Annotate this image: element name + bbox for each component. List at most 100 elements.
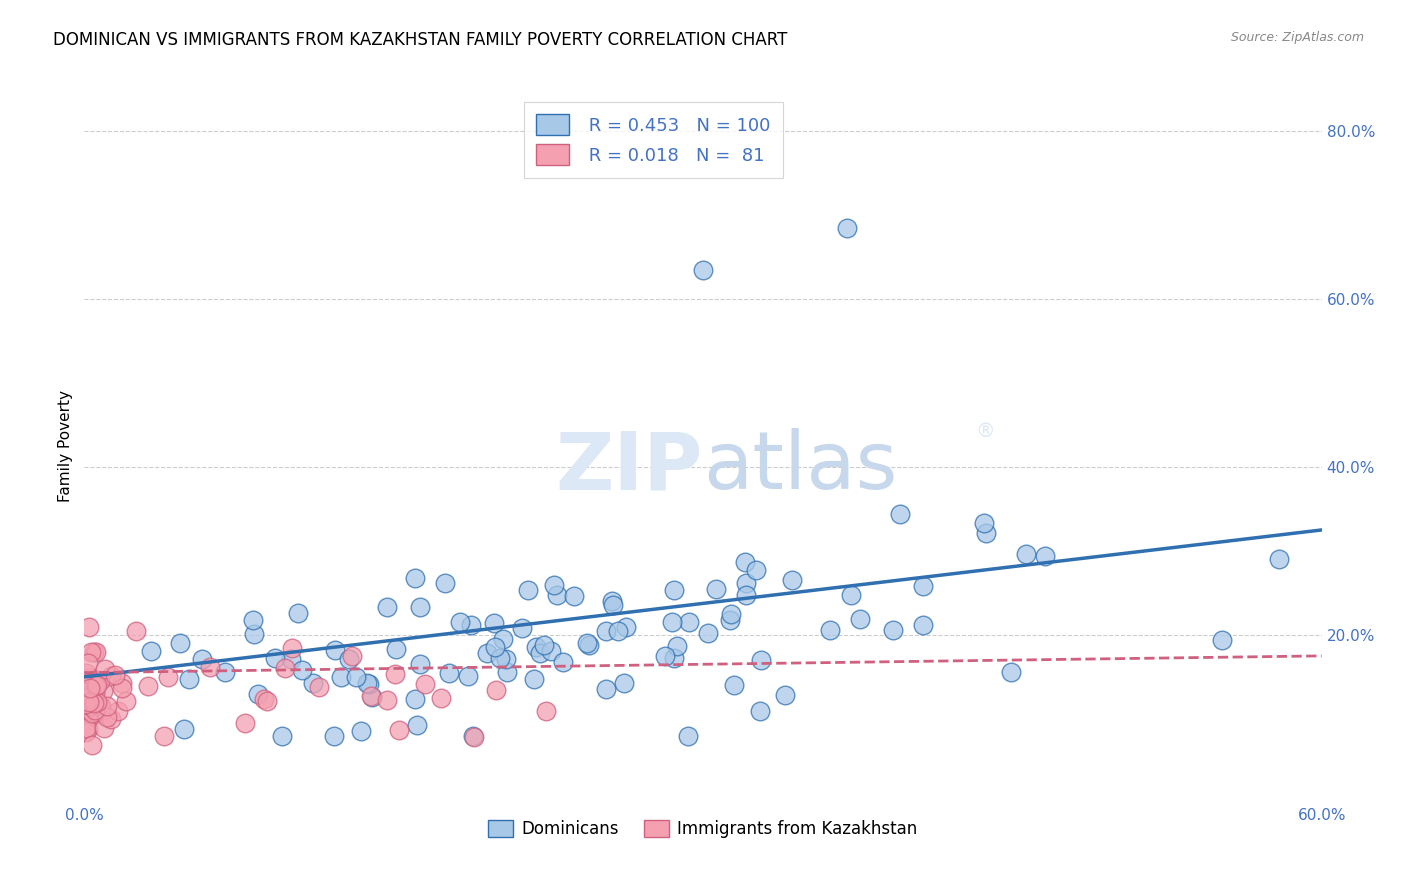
Point: [433, 575, 456, 590]
Point: [344, 670, 367, 684]
Point: [141, 644, 163, 658]
Point: [820, 623, 842, 637]
Point: [76, 704, 98, 718]
Point: [360, 689, 382, 703]
Point: [602, 598, 624, 612]
Point: [90, 706, 112, 720]
Point: [242, 613, 264, 627]
Point: [735, 576, 758, 591]
Point: [551, 655, 574, 669]
Point: [463, 730, 485, 744]
Point: [696, 626, 718, 640]
Point: [678, 729, 700, 743]
Point: [253, 692, 276, 706]
Point: [80, 706, 103, 720]
Text: Source: ZipAtlas.com: Source: ZipAtlas.com: [1230, 31, 1364, 45]
Point: [340, 649, 363, 664]
Point: [83, 645, 105, 659]
Point: [77, 690, 100, 704]
Point: [76, 691, 98, 706]
Point: [460, 618, 482, 632]
Point: [94, 662, 117, 676]
Point: [169, 636, 191, 650]
Point: [533, 638, 555, 652]
Point: [76, 703, 98, 717]
Point: [235, 716, 257, 731]
Point: [595, 681, 617, 696]
Point: [157, 670, 180, 684]
Point: [575, 635, 598, 649]
Point: [409, 599, 432, 614]
Point: [90, 698, 112, 713]
Point: [76, 700, 98, 714]
Point: [91, 684, 114, 698]
Point: [718, 613, 741, 627]
Point: [534, 704, 557, 718]
Point: [449, 615, 471, 629]
Point: [484, 682, 506, 697]
Point: [84, 707, 107, 722]
Point: [706, 582, 728, 596]
Point: [302, 675, 325, 690]
Point: [77, 681, 100, 696]
Point: [773, 688, 796, 702]
Point: [96, 710, 118, 724]
Point: [564, 589, 586, 603]
Point: [540, 644, 562, 658]
Point: [111, 676, 134, 690]
Point: [173, 722, 195, 736]
Point: [661, 615, 683, 630]
Point: [461, 729, 484, 743]
Point: [523, 673, 546, 687]
Point: [83, 696, 105, 710]
Point: [76, 721, 98, 735]
Point: [273, 661, 295, 675]
Point: [90, 700, 112, 714]
Point: [75, 688, 97, 702]
Point: [264, 650, 287, 665]
Text: ®: ®: [976, 422, 995, 442]
Point: [76, 681, 98, 695]
Point: [492, 632, 515, 646]
Point: [510, 621, 533, 635]
Point: [84, 673, 107, 688]
Point: [482, 615, 505, 630]
Point: [524, 640, 547, 654]
Point: [323, 643, 346, 657]
Point: [243, 627, 266, 641]
Point: [287, 606, 309, 620]
Point: [110, 681, 132, 695]
Legend: Dominicans, Immigrants from Kazakhstan: Dominicans, Immigrants from Kazakhstan: [482, 813, 924, 845]
Point: [86, 678, 108, 692]
Point: [83, 679, 105, 693]
Point: [405, 718, 427, 732]
Point: [153, 729, 176, 743]
Point: [93, 722, 115, 736]
Point: [177, 672, 200, 686]
Point: [191, 652, 214, 666]
Point: [246, 687, 269, 701]
Point: [308, 680, 330, 694]
Point: [749, 653, 772, 667]
Point: [439, 666, 461, 681]
Point: [77, 696, 100, 710]
Point: [100, 712, 122, 726]
Point: [76, 698, 98, 713]
Point: [361, 690, 384, 705]
Point: [911, 579, 934, 593]
Point: [75, 697, 97, 711]
Point: [377, 599, 399, 614]
Point: [75, 686, 97, 700]
Point: [84, 680, 107, 694]
Point: [837, 220, 859, 235]
Point: [782, 573, 804, 587]
Point: [80, 645, 103, 659]
Point: [734, 555, 756, 569]
Point: [104, 668, 127, 682]
Point: [388, 723, 411, 738]
Point: [359, 677, 381, 691]
Point: [578, 638, 600, 652]
Point: [96, 699, 118, 714]
Point: [600, 594, 623, 608]
Point: [377, 693, 399, 707]
